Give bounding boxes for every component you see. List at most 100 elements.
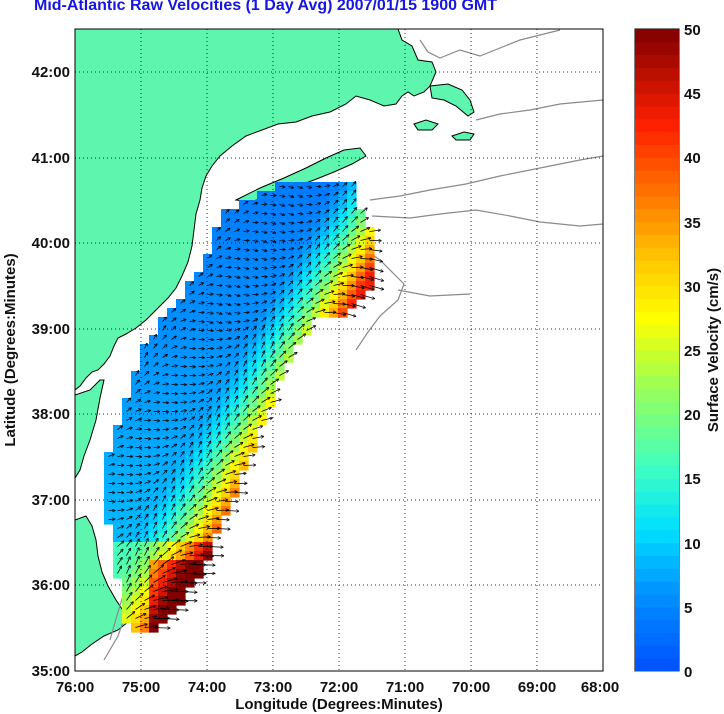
velocity-arrow: [279, 308, 284, 313]
velocity-arrow: [162, 505, 166, 511]
velocity-arrow: [252, 268, 258, 270]
velocity-cell: [212, 398, 222, 408]
velocity-arrow: [144, 353, 148, 358]
velocity-arrow: [369, 285, 384, 290]
velocity-cell: [230, 407, 240, 417]
velocity-cell: [194, 452, 204, 462]
velocity-cell: [347, 227, 357, 237]
velocity-cell: [140, 362, 150, 372]
velocity-arrow: [225, 471, 236, 475]
velocity-arrow: [189, 545, 203, 547]
velocity-arrow: [234, 210, 239, 214]
velocity-arrow: [225, 228, 230, 232]
velocity-arrow: [252, 447, 265, 448]
velocity-cell: [158, 551, 168, 561]
velocity-arrow: [180, 338, 186, 340]
velocity-arrow: [216, 364, 222, 367]
y-axis-title: Latitude (Degrees:Minutes): [2, 253, 19, 446]
velocity-cell: [194, 398, 204, 408]
velocity-cell: [257, 317, 267, 327]
velocity-cell: [140, 524, 150, 534]
x-tick-label: 71:00: [386, 679, 424, 696]
velocity-arrow: [216, 295, 222, 296]
velocity-arrow: [297, 187, 303, 189]
velocity-arrow: [243, 434, 253, 439]
velocity-cell: [203, 479, 213, 489]
velocity-arrow: [171, 513, 176, 520]
velocity-cell: [149, 542, 159, 552]
velocity-cell: [293, 281, 303, 291]
velocity-arrow: [135, 491, 142, 493]
velocity-cell: [158, 497, 168, 507]
velocity-cell: [338, 200, 348, 210]
velocity-arrow: [225, 451, 233, 457]
velocity-cell: [194, 443, 204, 453]
velocity-arrow: [333, 226, 338, 232]
velocity-arrow: [153, 464, 160, 466]
velocity-arrow: [207, 322, 213, 323]
velocity-arrow: [225, 414, 229, 421]
y-tick-label: 42:00: [32, 64, 70, 81]
velocity-arrow: [171, 504, 175, 511]
velocity-arrow: [288, 265, 294, 268]
velocity-arrow: [288, 324, 293, 331]
x-tick-label: 76:00: [56, 679, 94, 696]
velocity-cell: [185, 488, 195, 498]
velocity-cell: [203, 416, 213, 426]
velocity-arrow: [342, 275, 353, 276]
velocity-cell: [284, 281, 294, 291]
velocity-arrow: [198, 416, 203, 421]
velocity-arrow: [126, 447, 133, 448]
velocity-arrow: [126, 602, 134, 610]
velocity-cell: [221, 416, 231, 426]
colorbar-band: [635, 234, 679, 248]
velocity-cell: [122, 542, 132, 552]
velocity-cell: [230, 434, 240, 444]
velocity-arrow: [153, 402, 160, 403]
velocity-cell: [194, 425, 204, 435]
velocity-cell: [194, 497, 204, 507]
velocity-cell: [266, 344, 276, 354]
velocity-cell: [158, 542, 168, 552]
velocity-cell: [113, 425, 123, 435]
velocity-arrow: [144, 539, 148, 547]
velocity-cell: [329, 218, 339, 228]
map-title: Mid-Atlantic Raw Velocities (1 Day Avg) …: [34, 0, 497, 14]
velocity-arrow: [306, 237, 311, 241]
velocity-arrow: [144, 362, 148, 367]
velocity-cell: [230, 425, 240, 435]
velocity-cell: [239, 398, 249, 408]
velocity-arrow: [126, 517, 132, 520]
velocity-arrow: [333, 304, 345, 305]
velocity-arrow: [144, 616, 157, 619]
y-tick-label: 39:00: [32, 321, 70, 338]
velocity-arrow: [234, 286, 240, 288]
velocity-arrow: [153, 373, 159, 376]
velocity-cell: [329, 227, 339, 237]
velocity-cell: [140, 488, 150, 498]
velocity-arrow: [207, 498, 217, 502]
velocity-arrow: [180, 310, 186, 313]
velocity-cell: [176, 497, 186, 507]
velocity-arrow: [261, 343, 265, 349]
velocity-cell: [284, 344, 294, 354]
velocity-arrow: [144, 523, 148, 529]
velocity-arrow: [243, 344, 247, 349]
velocity-cell: [176, 299, 186, 309]
velocity-cell: [275, 272, 285, 282]
velocity-arrow: [180, 427, 186, 430]
velocity-arrow: [225, 388, 229, 394]
velocity-cell: [194, 470, 204, 480]
velocity-cell: [221, 398, 231, 408]
velocity-cell: [140, 578, 150, 588]
velocity-arrow: [234, 463, 245, 466]
velocity-arrow: [153, 505, 157, 511]
colorbar-band: [635, 29, 679, 43]
velocity-cell: [320, 263, 330, 273]
velocity-arrow: [261, 310, 267, 313]
velocity-arrow: [153, 597, 168, 601]
velocity-arrow: [144, 372, 149, 376]
velocity-cell: [275, 326, 285, 336]
velocity-arrow: [351, 257, 362, 259]
velocity-cell: [302, 245, 312, 255]
